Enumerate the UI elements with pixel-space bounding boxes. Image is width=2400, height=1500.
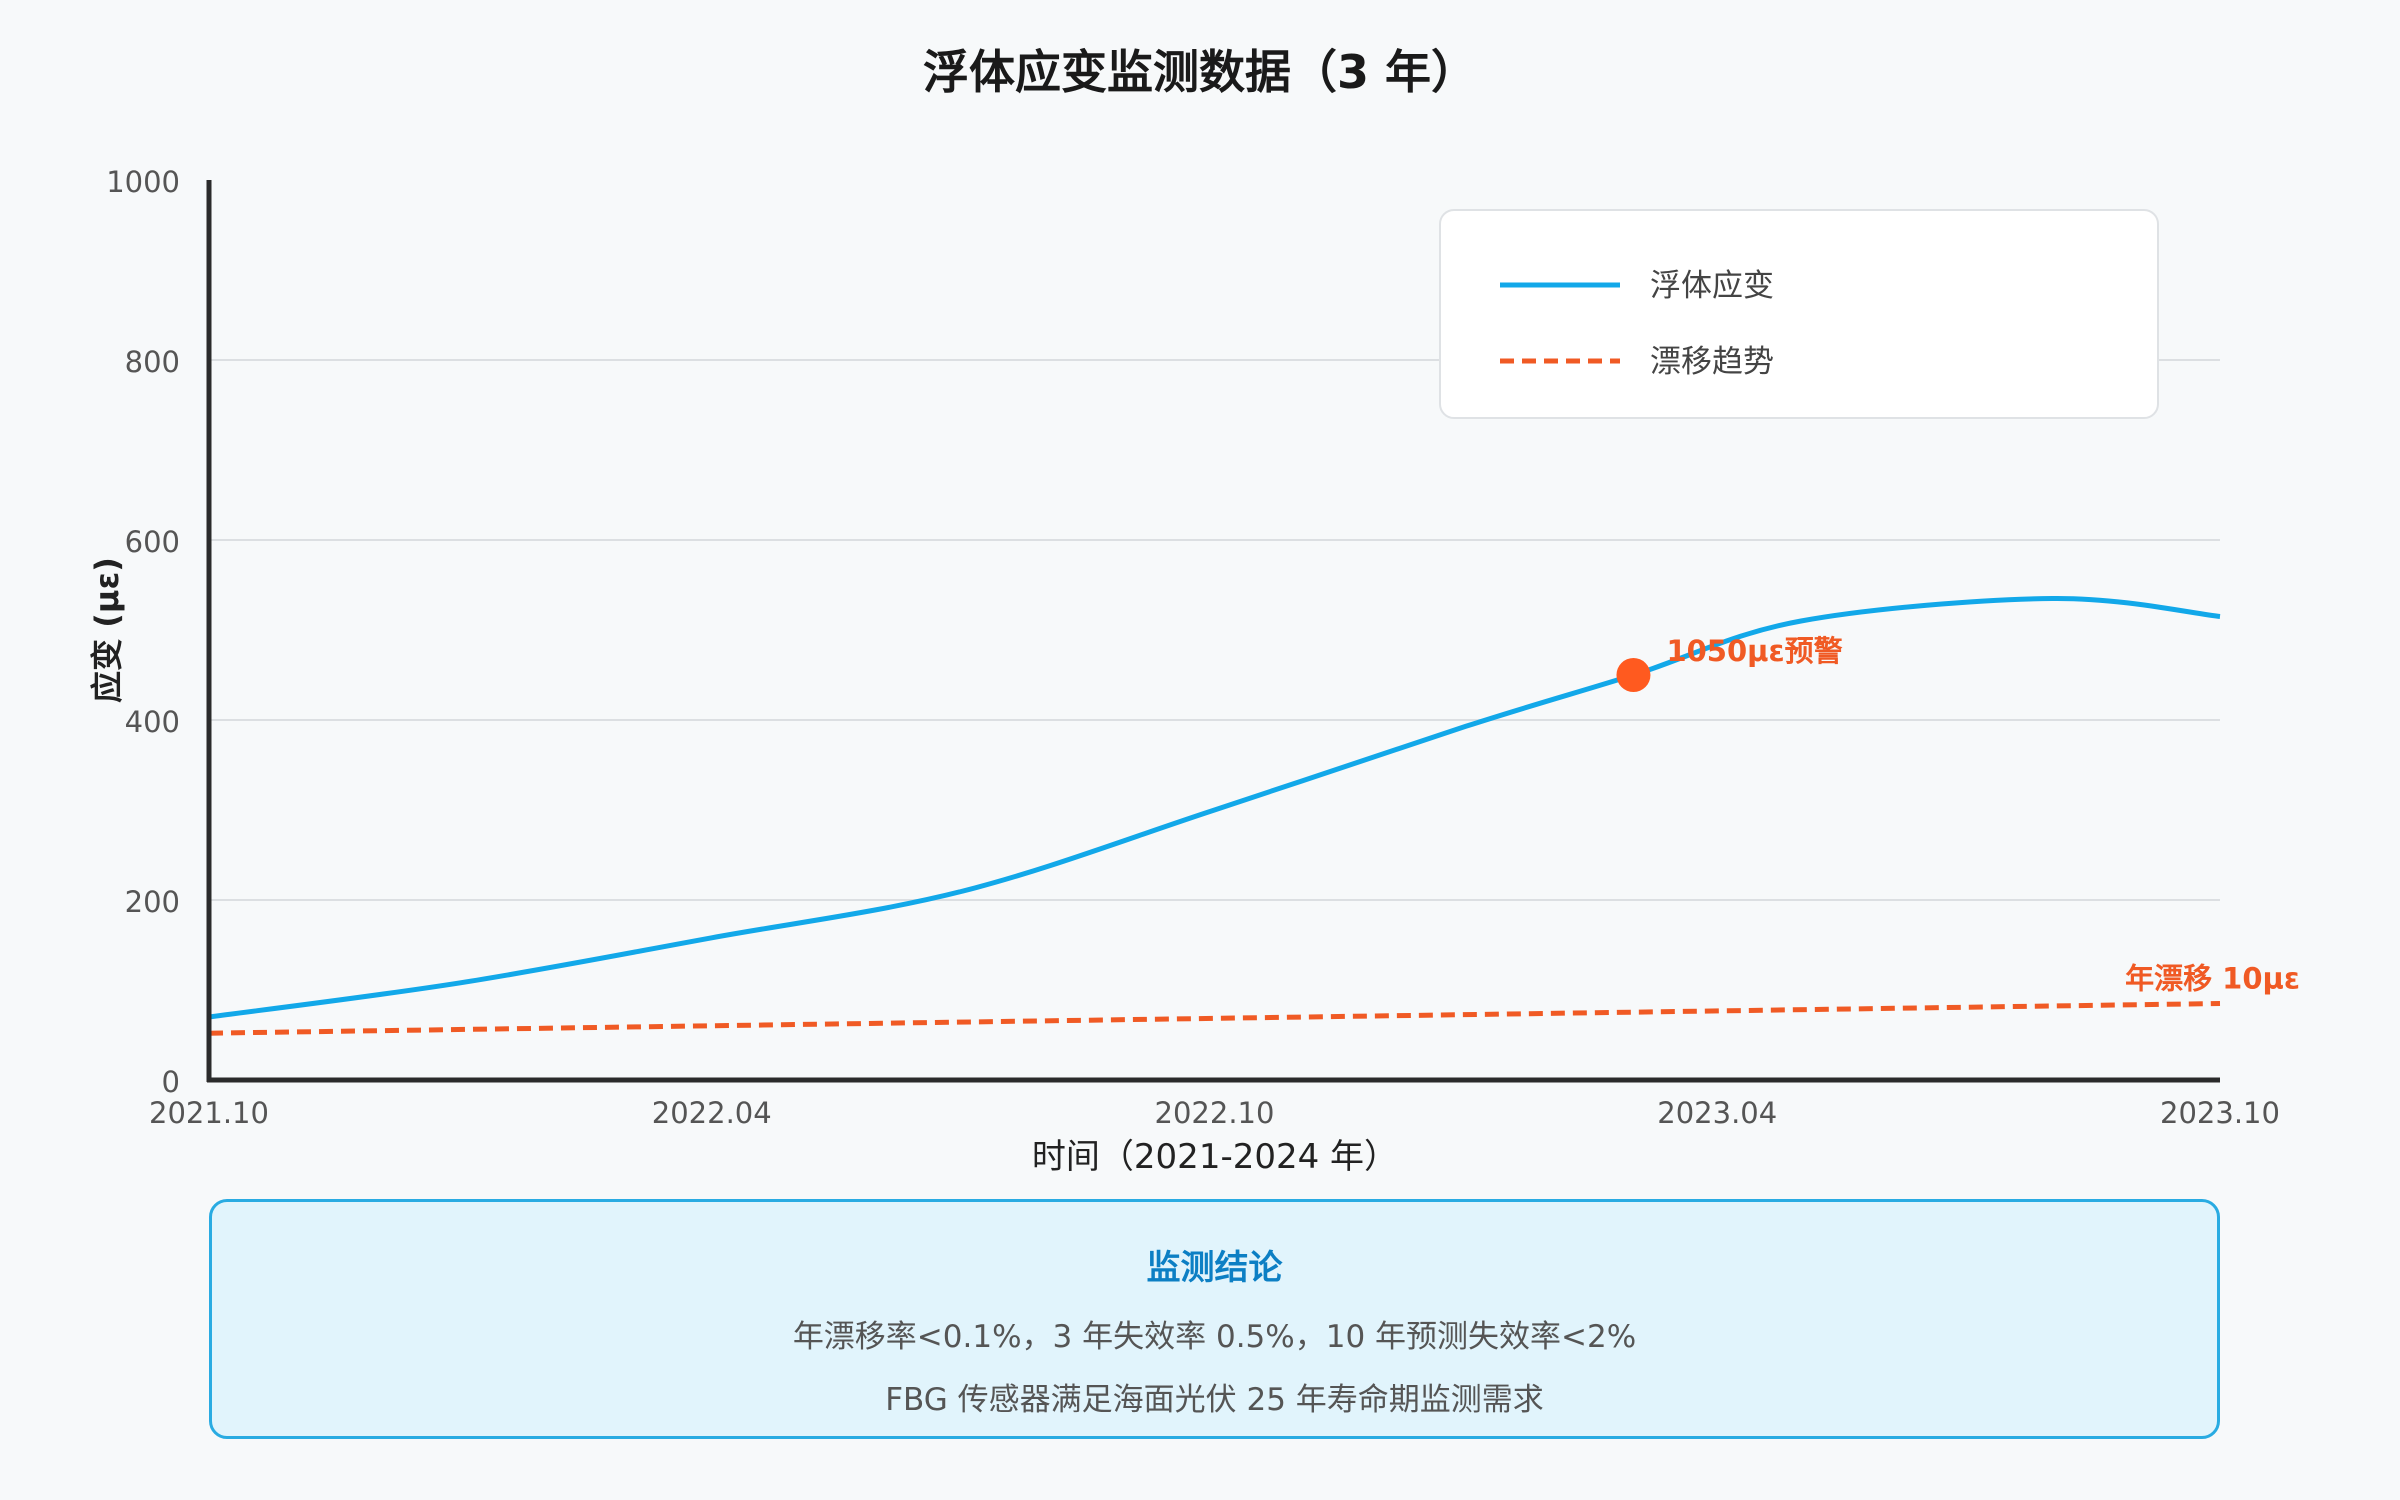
x-tick-label: 2022.04	[652, 1096, 772, 1130]
chart-title: 浮体应变监测数据（3 年）	[923, 45, 1477, 99]
y-tick-label: 1000	[106, 165, 180, 199]
y-tick-label: 800	[125, 345, 180, 379]
conclusion-title: 监测结论	[1146, 1248, 1283, 1288]
x-axis-label: 时间（2021-2024 年）	[1032, 1137, 1398, 1177]
conclusion-box: 监测结论 年漂移率<0.1%，3 年失效率 0.5%，10 年预测失效率<2% …	[209, 1199, 2220, 1439]
y-tick-label: 200	[125, 885, 180, 919]
y-tick-label: 600	[125, 525, 180, 559]
conclusion-line-2: FBG 传感器满足海面光伏 25 年寿命期监测需求	[885, 1382, 1544, 1418]
series-line-strain	[208, 595, 2221, 1020]
legend-label: 漂移趋势	[1650, 344, 1774, 380]
y-tick-label: 0	[162, 1065, 180, 1099]
legend-box	[1439, 209, 2159, 419]
x-tick-label: 2021.10	[149, 1096, 269, 1130]
conclusion-line-1: 年漂移率<0.1%，3 年失效率 0.5%，10 年预测失效率<2%	[792, 1319, 1637, 1355]
x-tick-label: 2023.04	[1657, 1096, 1777, 1130]
y-axis-label: 应变 (με)	[88, 557, 126, 703]
x-tick-label: 2022.10	[1155, 1096, 1275, 1130]
x-tick-label: 2023.10	[2160, 1096, 2280, 1130]
drift-annotation: 年漂移 10με	[2125, 962, 2300, 996]
warning-point-marker	[1616, 658, 1651, 692]
series-line-drift	[208, 1001, 2221, 1036]
y-tick-label: 400	[125, 705, 180, 739]
legend-label: 浮体应变	[1650, 268, 1774, 304]
strain-line-chart: 浮体应变监测数据（3 年） 0 200 400 600 800 1000 2021.10 2…	[88, 45, 2300, 1177]
warning-annotation: 1050με预警	[1666, 634, 1842, 668]
